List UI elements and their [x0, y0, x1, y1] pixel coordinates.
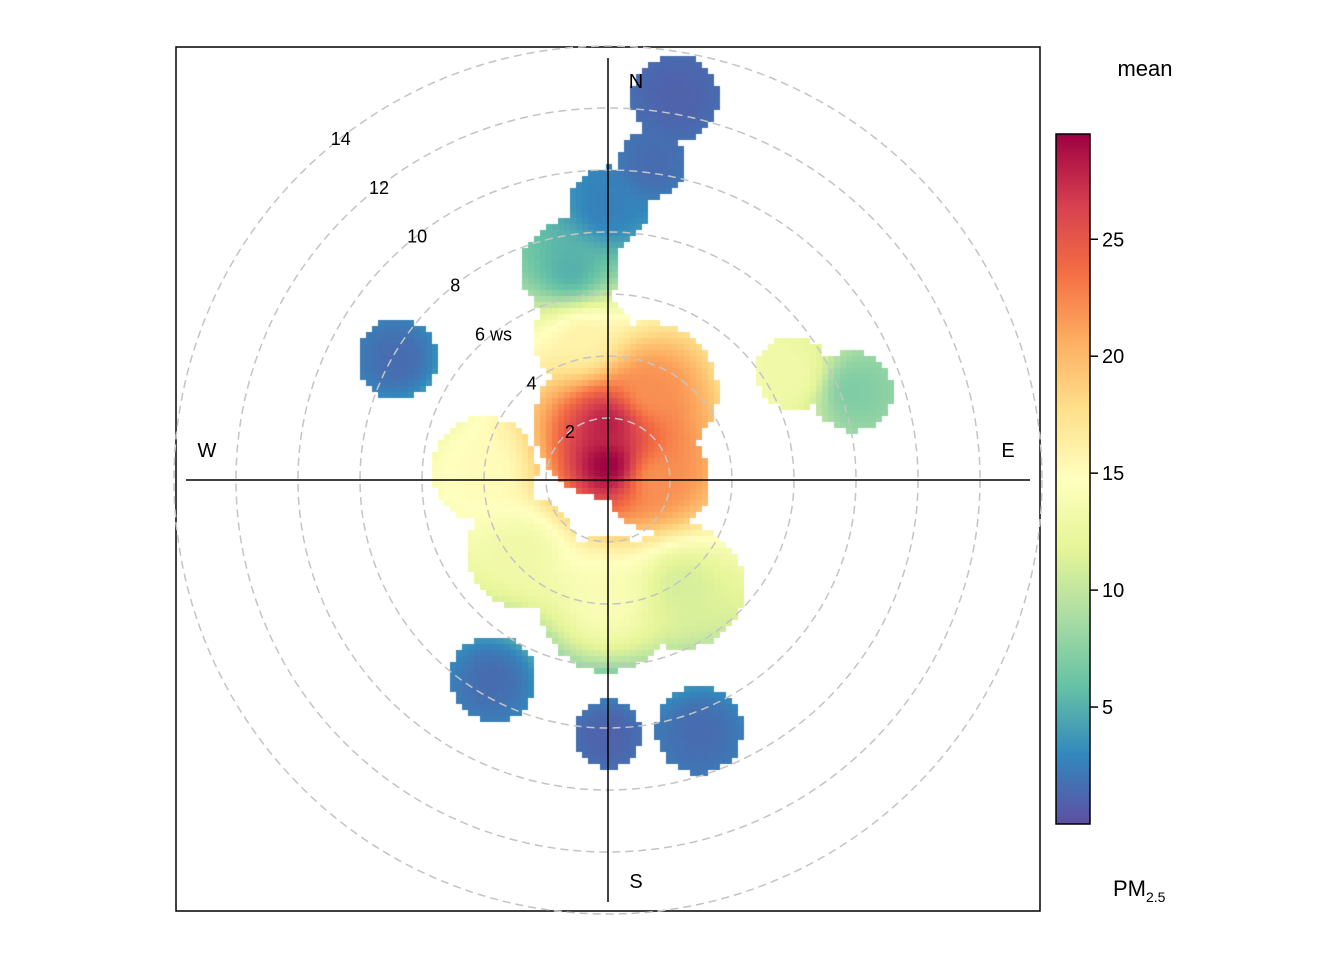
ws-tick-label: 2 — [565, 422, 575, 442]
direction-label-east: E — [1001, 440, 1014, 462]
ws-tick-label: 4 — [527, 373, 537, 393]
colorbar-title: mean — [1117, 56, 1172, 81]
colorbar-ticks: 5 10 15 20 25 — [1090, 229, 1124, 719]
direction-label-west: W — [198, 440, 217, 462]
colorbar — [1055, 133, 1091, 825]
colorbar-tick-label: 20 — [1102, 346, 1124, 368]
direction-label-south: S — [629, 871, 642, 893]
ws-tick-label: 14 — [331, 129, 351, 149]
ws-tick-labels: 2 4 6 ws 8 10 12 14 — [331, 129, 575, 442]
direction-labels: N E S W — [198, 71, 1015, 893]
colorbar-tick-label: 15 — [1102, 463, 1124, 485]
colorbar-tick-label: 25 — [1102, 229, 1124, 251]
ws-tick-label: 10 — [407, 227, 427, 247]
pollutant-subscript: 2.5 — [1146, 889, 1166, 905]
ws-ring — [173, 45, 1043, 915]
direction-label-north: N — [629, 71, 643, 93]
compass-axes — [186, 58, 1030, 902]
ws-tick-label: 6 ws — [475, 324, 512, 344]
pollutant-name: PM — [1113, 876, 1146, 901]
ws-tick-label: 8 — [450, 276, 460, 296]
colorbar-tick-label: 10 — [1102, 580, 1124, 602]
colorbar-pollutant-label: PM2.5 — [1113, 876, 1166, 905]
ws-tick-label: 12 — [369, 178, 389, 198]
colorbar-tick-label: 5 — [1102, 697, 1113, 719]
